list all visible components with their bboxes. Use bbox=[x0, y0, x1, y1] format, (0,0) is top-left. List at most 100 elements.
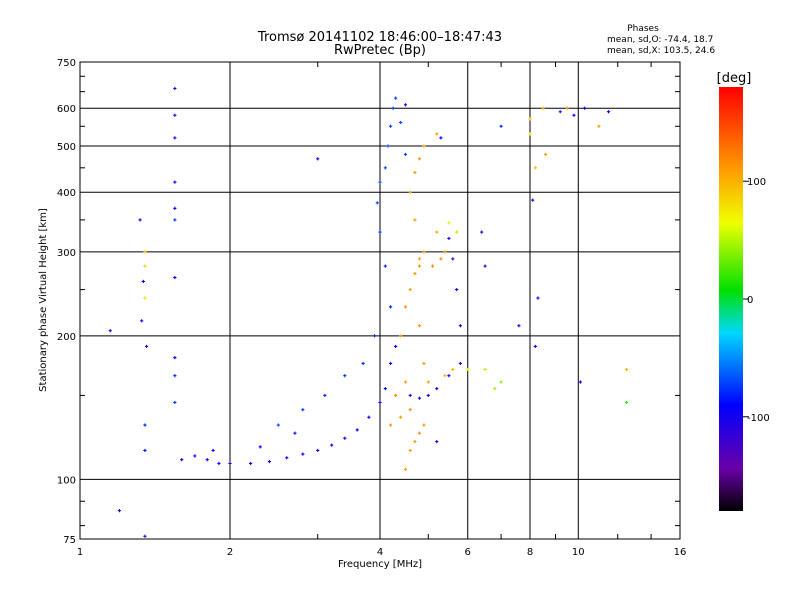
data-point bbox=[447, 221, 451, 225]
data-point bbox=[316, 157, 320, 161]
data-point bbox=[386, 144, 390, 148]
data-point bbox=[624, 400, 629, 405]
data-point bbox=[180, 458, 184, 462]
data-point bbox=[413, 272, 417, 276]
data-point bbox=[455, 230, 459, 234]
data-point bbox=[417, 157, 422, 161]
data-point bbox=[493, 387, 497, 391]
data-point bbox=[173, 275, 177, 280]
data-point bbox=[458, 361, 463, 366]
data-point bbox=[597, 124, 601, 128]
data-point bbox=[205, 458, 209, 462]
data-point bbox=[330, 443, 334, 447]
data-point bbox=[458, 324, 463, 328]
data-point bbox=[541, 106, 545, 110]
data-point bbox=[383, 264, 387, 268]
y-tick-label: 750 bbox=[57, 58, 76, 69]
data-point bbox=[399, 415, 403, 419]
y-axis-label: Stationary phase Virtual Height [km] bbox=[38, 208, 49, 392]
data-point bbox=[249, 461, 253, 466]
y-tick-label: 100 bbox=[57, 475, 76, 486]
data-point bbox=[193, 454, 197, 458]
data-point bbox=[173, 400, 177, 405]
data-point bbox=[316, 448, 320, 453]
data-point bbox=[578, 380, 583, 384]
data-point bbox=[228, 461, 232, 466]
data-point bbox=[558, 110, 562, 114]
data-point bbox=[138, 218, 142, 222]
x-axis-label: Frequency [MHz] bbox=[338, 559, 422, 570]
data-point bbox=[378, 230, 382, 234]
data-point bbox=[544, 152, 548, 157]
data-point bbox=[443, 374, 447, 378]
data-point bbox=[173, 356, 177, 360]
colorbar-tick-label: -100 bbox=[747, 413, 770, 424]
x-tick-label: 1 bbox=[77, 547, 83, 558]
y-tick-label: 400 bbox=[57, 188, 76, 199]
data-point bbox=[606, 110, 611, 114]
data-point bbox=[143, 296, 147, 300]
data-point bbox=[367, 415, 371, 419]
x-tick-label: 8 bbox=[527, 547, 533, 558]
data-point bbox=[383, 387, 387, 391]
x-tick-label: 6 bbox=[465, 547, 471, 558]
data-point bbox=[211, 448, 215, 453]
data-point bbox=[417, 257, 422, 261]
data-point bbox=[531, 198, 535, 202]
data-point bbox=[624, 367, 629, 372]
data-point bbox=[276, 423, 280, 427]
data-point bbox=[388, 305, 393, 309]
colorbar-tick-label: 0 bbox=[747, 295, 753, 306]
data-point bbox=[422, 361, 426, 366]
data-point bbox=[403, 305, 408, 309]
data-point bbox=[435, 230, 439, 234]
data-point bbox=[408, 448, 412, 453]
data-point bbox=[394, 96, 398, 100]
data-point bbox=[144, 344, 149, 349]
colorbar bbox=[719, 87, 743, 511]
data-point bbox=[378, 180, 382, 184]
data-point bbox=[143, 264, 147, 268]
colorbar-tick-label: 100 bbox=[747, 177, 766, 188]
data-point bbox=[455, 287, 459, 292]
data-point bbox=[285, 456, 289, 460]
data-point bbox=[422, 144, 426, 148]
data-point bbox=[413, 170, 417, 175]
stats-header-o: mean, sd,O: -74.4, 18.7 bbox=[607, 35, 713, 45]
data-point bbox=[117, 509, 122, 513]
data-point bbox=[399, 120, 403, 125]
data-point bbox=[383, 166, 387, 170]
chart-subtitle: RwPretec (Bp) bbox=[334, 43, 426, 58]
y-tick-label: 75 bbox=[63, 535, 76, 546]
chart-title: Tromsø 20141102 18:46:00–18:47:43 bbox=[257, 30, 502, 45]
data-point bbox=[394, 393, 398, 398]
data-point bbox=[483, 264, 487, 268]
data-point bbox=[451, 367, 455, 372]
data-point bbox=[403, 380, 408, 384]
data-point bbox=[422, 250, 426, 254]
data-point bbox=[301, 452, 305, 456]
data-point bbox=[583, 106, 587, 110]
data-point bbox=[417, 264, 422, 268]
x-tick-label: 10 bbox=[572, 547, 585, 558]
stats-header-title: Phases bbox=[627, 24, 659, 34]
data-point bbox=[447, 374, 451, 378]
data-point bbox=[439, 136, 443, 140]
data-point bbox=[143, 423, 147, 427]
data-point bbox=[536, 296, 540, 300]
data-point bbox=[343, 374, 347, 378]
data-point bbox=[173, 206, 177, 210]
data-point bbox=[499, 124, 503, 128]
y-tick-label: 300 bbox=[57, 248, 76, 259]
data-point bbox=[293, 431, 297, 435]
data-point bbox=[435, 132, 439, 136]
data-point bbox=[528, 117, 532, 121]
data-point bbox=[394, 344, 398, 349]
y-axis-ticks: 75 100 200 300 400 500 600 750 bbox=[57, 58, 680, 546]
data-point bbox=[483, 367, 487, 372]
data-point bbox=[355, 428, 359, 432]
data-point bbox=[378, 400, 382, 405]
data-point bbox=[499, 380, 503, 384]
colorbar-label: [deg] bbox=[717, 71, 752, 86]
data-point bbox=[533, 166, 537, 170]
